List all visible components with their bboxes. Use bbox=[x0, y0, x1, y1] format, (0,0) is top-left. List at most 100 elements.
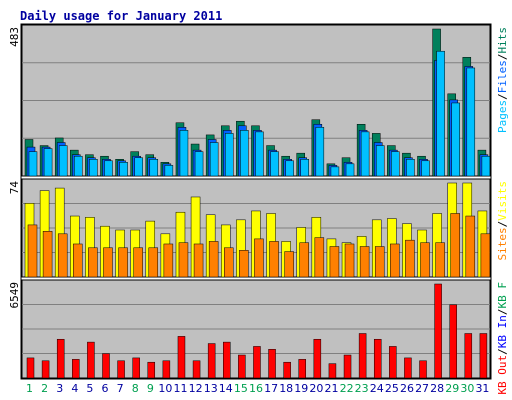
bar-pages bbox=[74, 155, 83, 177]
bar-sites bbox=[88, 247, 98, 278]
legend-kbytes: KB Out/KB In/KB F bbox=[496, 282, 509, 395]
bar-pages bbox=[391, 151, 400, 177]
bar-pages bbox=[119, 162, 128, 177]
day-label: 2 bbox=[41, 382, 48, 395]
bar-pages bbox=[89, 159, 98, 177]
legend-entry: / bbox=[496, 93, 509, 100]
bar-kbf bbox=[41, 360, 50, 379]
day-label: 3 bbox=[56, 382, 63, 395]
bar-kbf bbox=[419, 360, 427, 379]
bar-kbf bbox=[87, 341, 95, 379]
bar-pages bbox=[406, 159, 415, 177]
bar-sites bbox=[359, 246, 370, 278]
day-label: 22 bbox=[340, 382, 354, 395]
day-label: 20 bbox=[309, 382, 323, 395]
bar-kbf bbox=[238, 354, 246, 379]
bar-sites bbox=[465, 215, 476, 278]
bar-kbf bbox=[358, 333, 367, 379]
bar-kbf bbox=[268, 349, 276, 379]
day-label: 8 bbox=[132, 382, 139, 395]
day-label: 31 bbox=[475, 382, 489, 395]
bar-pages bbox=[360, 131, 370, 177]
bar-kbf bbox=[26, 357, 35, 379]
bar-pages bbox=[375, 145, 385, 177]
legend-entry: KB F bbox=[496, 282, 509, 309]
bar-sites bbox=[118, 247, 128, 278]
day-label: 30 bbox=[460, 382, 474, 395]
legend-entry: / bbox=[496, 221, 509, 228]
bar-pages bbox=[28, 151, 38, 177]
legend-entry: Sites bbox=[496, 227, 509, 260]
bar-sites bbox=[344, 243, 355, 278]
day-label: 10 bbox=[158, 382, 172, 395]
day-label: 23 bbox=[355, 382, 369, 395]
day-label: 16 bbox=[249, 382, 263, 395]
bar-pages bbox=[300, 159, 309, 177]
bar-kbf bbox=[117, 360, 125, 379]
day-label: 26 bbox=[400, 382, 414, 395]
bar-pages bbox=[345, 163, 355, 177]
bar-pages bbox=[134, 157, 143, 177]
bar-pages bbox=[451, 102, 460, 177]
legend-hits-files-pages: Pages/Files/Hits bbox=[496, 27, 509, 133]
bar-pages bbox=[240, 130, 249, 177]
bar-pages bbox=[209, 142, 219, 177]
bar-kbf bbox=[313, 338, 322, 379]
bar-kbf bbox=[373, 338, 382, 379]
bar-sites bbox=[329, 246, 340, 278]
legend-entry: KB Out bbox=[496, 355, 509, 395]
legend-entry: Visits bbox=[496, 181, 509, 221]
bar-kbf bbox=[328, 363, 337, 379]
day-label: 24 bbox=[370, 382, 384, 395]
bar-sites bbox=[420, 242, 430, 278]
legend-visits-sites: Sites/Visits bbox=[496, 181, 509, 261]
legend-entry: / bbox=[496, 348, 509, 355]
bar-sites bbox=[450, 213, 460, 278]
day-label: 5 bbox=[86, 382, 93, 395]
bar-pages bbox=[421, 160, 430, 177]
day-label: 18 bbox=[279, 382, 293, 395]
day-label: 19 bbox=[294, 382, 308, 395]
bar-kbf bbox=[177, 336, 186, 379]
max-label-kbytes: 6549 bbox=[8, 282, 21, 309]
bar-pages bbox=[481, 155, 491, 177]
day-label: 11 bbox=[174, 382, 188, 395]
bar-sites bbox=[239, 250, 249, 278]
bar-sites bbox=[133, 247, 143, 278]
legend-entry: / bbox=[496, 54, 509, 61]
bar-sites bbox=[269, 241, 279, 278]
bar-kbf bbox=[102, 353, 110, 379]
chart-title: Daily usage for January 2011 bbox=[20, 9, 222, 23]
bar-kbf bbox=[434, 283, 442, 379]
bar-pages bbox=[43, 148, 53, 177]
day-label: 12 bbox=[189, 382, 203, 395]
bar-sites bbox=[435, 242, 445, 278]
bar-pages bbox=[315, 127, 325, 177]
day-label: 21 bbox=[324, 382, 338, 395]
outer-frame bbox=[20, 23, 492, 380]
bar-kbf bbox=[298, 359, 306, 379]
max-label-visits-sites: 74 bbox=[8, 181, 21, 195]
bar-pages bbox=[436, 50, 445, 177]
day-label: 28 bbox=[430, 382, 444, 395]
bar-pages bbox=[149, 159, 159, 177]
bar-kbf bbox=[207, 343, 216, 379]
bar-sites bbox=[224, 247, 234, 278]
bar-kbf bbox=[449, 304, 457, 379]
bar-pages bbox=[104, 160, 113, 177]
bar-kbf bbox=[132, 357, 140, 379]
bar-kbf bbox=[389, 346, 397, 379]
legend-entry: Pages bbox=[496, 100, 509, 133]
max-label-hits-files-pages: 483 bbox=[8, 27, 21, 47]
bar-sites bbox=[299, 242, 309, 278]
bar-sites bbox=[73, 243, 83, 278]
day-label: 14 bbox=[219, 382, 233, 395]
bar-kbf bbox=[72, 359, 80, 379]
bar-kbf bbox=[56, 338, 65, 379]
day-label: 27 bbox=[415, 382, 429, 395]
bar-pages bbox=[270, 151, 279, 177]
bar-pages bbox=[255, 131, 264, 177]
bar-sites bbox=[178, 242, 189, 278]
bar-sites bbox=[163, 243, 174, 278]
bar-sites bbox=[390, 243, 400, 278]
